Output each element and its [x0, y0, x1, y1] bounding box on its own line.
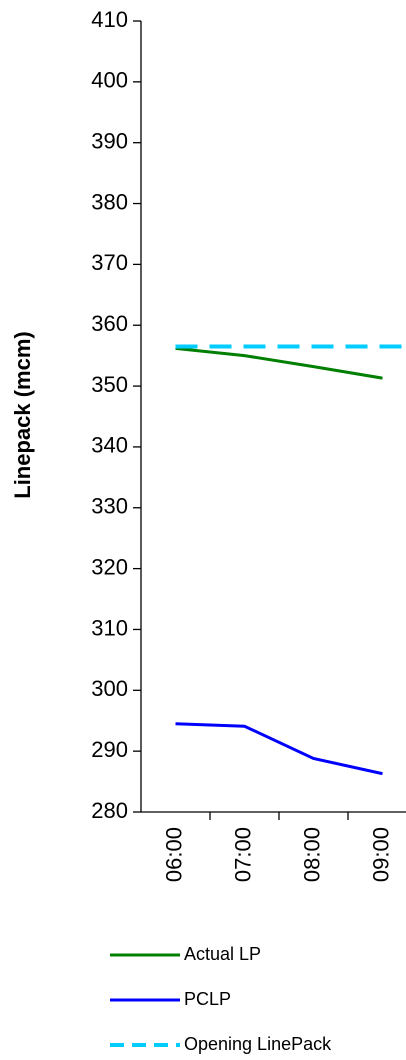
y-tick-label: 380 [91, 189, 128, 214]
y-tick-label: 280 [91, 798, 128, 823]
y-tick-label: 290 [91, 737, 128, 762]
y-tick-label: 400 [91, 68, 128, 93]
y-tick-label: 320 [91, 554, 128, 579]
y-tick-label: 410 [91, 7, 128, 32]
series-line [175, 346, 383, 380]
y-tick-label: 330 [91, 494, 128, 519]
series-line [175, 722, 383, 776]
x-tick-label: 09:00 [368, 827, 393, 882]
y-axis-title: Linepack (mcm) [10, 331, 35, 499]
x-tick-label: 07:00 [230, 827, 255, 882]
x-tick-label: 08:00 [299, 827, 324, 882]
y-tick-label: 310 [91, 615, 128, 640]
y-tick-label: 300 [91, 676, 128, 701]
y-tick-label: 350 [91, 372, 128, 397]
legend-label: Opening LinePack [184, 1034, 332, 1054]
x-tick-label: 06:00 [161, 827, 186, 882]
legend-label: PCLP [184, 989, 231, 1009]
y-tick-label: 360 [91, 311, 128, 336]
y-tick-label: 340 [91, 433, 128, 458]
y-tick-label: 370 [91, 250, 128, 275]
legend-label: Actual LP [184, 944, 261, 964]
y-tick-label: 390 [91, 129, 128, 154]
